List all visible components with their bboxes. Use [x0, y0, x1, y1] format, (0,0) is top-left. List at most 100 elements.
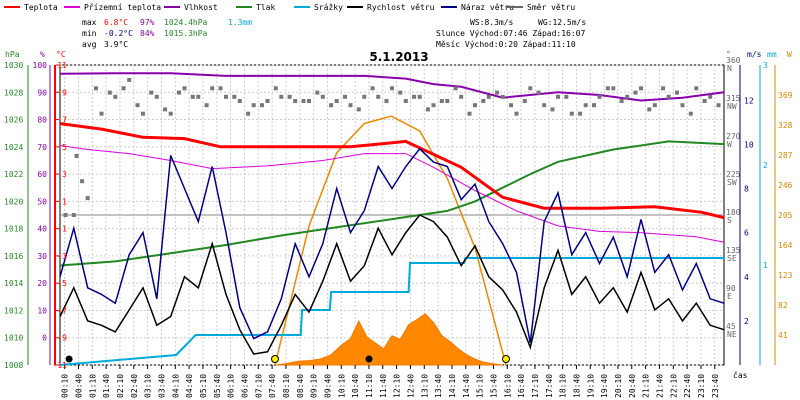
wind-direction-dot: [666, 94, 671, 99]
x-tick-label: 01:40: [102, 374, 111, 398]
y-tick-label-temperature: 5: [62, 143, 67, 152]
wind-direction-dot: [556, 94, 560, 99]
y-tick-label-direction: 225: [726, 170, 741, 179]
wind-direction-dot: [597, 94, 602, 99]
y-tick-label-direction: 270: [726, 132, 741, 141]
wind-direction-dot: [639, 86, 643, 91]
legend-item: Srážky: [294, 3, 343, 12]
x-tick-label: 13:10: [420, 374, 429, 398]
wind-direction-dot: [348, 103, 353, 108]
wind-direction-dot: [246, 111, 251, 116]
x-tick-label: 02:10: [116, 374, 125, 398]
wind-direction-dot: [149, 90, 154, 95]
wind-direction-dot: [362, 94, 367, 99]
x-tick-label: 11:40: [379, 374, 388, 398]
wind-direction-dot: [154, 94, 159, 99]
wind-direction-dot: [412, 94, 417, 99]
wind-direction-dot: [190, 94, 195, 99]
wind-direction-dot: [210, 86, 215, 91]
wind-direction-dot: [177, 90, 181, 95]
wind-direction-dot: [583, 103, 588, 108]
wind-direction-dot: [356, 107, 361, 112]
x-tick-label: 14:40: [462, 374, 471, 398]
y-tick-label-direction: 360: [726, 56, 741, 65]
x-axis-label: čas: [733, 370, 748, 380]
x-tick-label: 11:10: [365, 374, 374, 398]
wind-direction-dot: [127, 77, 132, 82]
wind-direction-dot: [647, 107, 652, 112]
y-tick-label-temperature: -5: [57, 279, 67, 288]
wind-direction-dot: [417, 94, 422, 99]
x-tick-label: 12:40: [406, 374, 415, 398]
legend-label: Tlak: [256, 3, 275, 12]
rain-rate-area-shape: [275, 313, 503, 366]
wind-direction-dot: [135, 103, 140, 108]
series-line-wind-gust: [59, 147, 725, 344]
x-tick-label: 06:10: [227, 374, 236, 398]
y-tick-label-pressure: 1030: [4, 61, 23, 70]
x-tick-label: 19:40: [600, 374, 609, 398]
wind-direction-dot: [459, 94, 464, 99]
x-tick-label: 16:40: [517, 374, 526, 398]
x-tick-label: 00:40: [74, 374, 83, 398]
wind-direction-dot: [182, 86, 187, 91]
moon-marker: [65, 355, 73, 363]
x-tick-label: 03:40: [157, 374, 166, 398]
x-tick-label: 10:10: [337, 374, 346, 398]
y-tick-label-pressure: 1018: [4, 225, 23, 234]
x-tick-label: 04:10: [171, 374, 180, 398]
wind-direction-dot: [445, 99, 450, 103]
y-tick-label-wind: 2: [744, 317, 749, 326]
y-tick-label-compass: NE: [727, 330, 737, 339]
y-tick-label-rain: 3: [763, 61, 768, 70]
y-tick-label-temperature: 1: [62, 197, 67, 206]
sun-moon-markers: [65, 355, 510, 363]
x-tick-label: 22:10: [669, 374, 678, 398]
wind-direction-dot: [661, 86, 666, 91]
wind-direction-dots: [63, 77, 721, 217]
wind-direction-dot: [260, 103, 264, 108]
x-tick-label: 07:40: [268, 374, 277, 398]
wind-direction-dot: [376, 94, 381, 99]
series-line-wind-speed: [59, 214, 725, 355]
wind-direction-dot: [204, 103, 209, 108]
stat-min-label: min: [82, 29, 97, 38]
wind-direction-dot: [107, 90, 112, 95]
y-tick-label-direction: 135: [726, 246, 741, 255]
y-tick-label-temperature: -7: [57, 306, 67, 315]
wind-direction-dot: [293, 99, 298, 103]
legend-label: Přízemní teplota: [84, 3, 161, 12]
y-tick-label-pressure: 1020: [4, 197, 23, 206]
stat-min-pressure: 1015.3hPa: [164, 29, 208, 38]
legend-label: Rychlost větru: [367, 3, 435, 12]
wind-direction-dot: [528, 86, 533, 91]
x-tick-label: 01:10: [88, 374, 97, 398]
wind-direction-dot: [467, 111, 472, 116]
x-tick-label: 21:10: [642, 374, 651, 398]
unit-direction: °: [726, 50, 731, 59]
y-tick-label-compass: N: [727, 64, 732, 73]
wind-direction-dot: [453, 86, 458, 91]
wind-direction-dot: [343, 94, 347, 99]
wind-direction-dot: [550, 107, 555, 112]
wind-direction-dot: [307, 99, 311, 103]
wind-direction-dot: [509, 103, 513, 108]
y-tick-label-wind: 4: [744, 273, 749, 282]
y-tick-label-radiation: 246: [778, 181, 793, 190]
wind-direction-dot: [633, 90, 638, 95]
y-tick-label-wind: 12: [744, 96, 754, 105]
wind-direction-dot: [514, 111, 519, 116]
wind-direction-dot: [237, 99, 242, 103]
y-tick-label-radiation: 287: [778, 151, 793, 160]
wind-direction-dot: [224, 94, 228, 99]
y-tick-label-compass: SW: [727, 178, 737, 187]
wind-direction-dot: [121, 86, 126, 91]
stat-avg-label: avg: [82, 40, 97, 49]
wind-direction-dot: [680, 103, 685, 108]
series-lines: [59, 72, 725, 366]
x-tick-label: 20:10: [614, 374, 623, 398]
wind-direction-dot: [74, 153, 79, 158]
x-tick-label: 17:40: [545, 374, 554, 398]
legend-item: Rychlost větru: [347, 3, 435, 12]
